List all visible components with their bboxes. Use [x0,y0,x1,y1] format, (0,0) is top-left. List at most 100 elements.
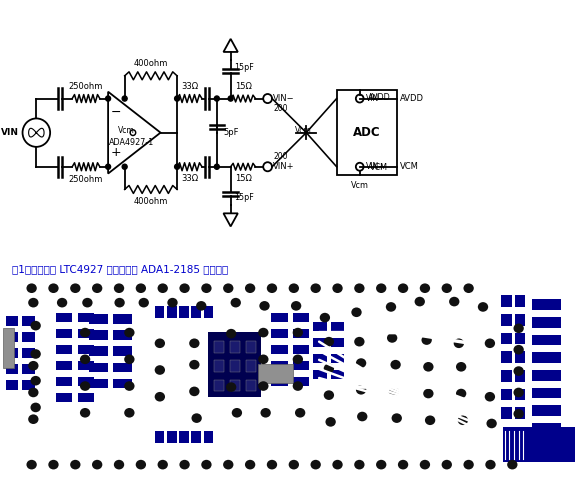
Circle shape [155,365,165,375]
Circle shape [223,283,233,293]
Text: Vcm: Vcm [295,127,312,135]
Bar [271,313,288,322]
Bar [89,362,108,372]
Circle shape [291,301,301,311]
Circle shape [376,460,386,469]
Bar [246,341,256,353]
Circle shape [351,307,362,317]
Circle shape [485,392,495,402]
Bar [167,306,177,317]
Text: VIN−: VIN− [366,94,386,103]
Circle shape [295,408,305,418]
Circle shape [310,283,321,293]
Circle shape [245,460,255,469]
Circle shape [389,387,399,396]
Circle shape [485,338,495,348]
Bar [331,338,344,347]
Circle shape [354,337,365,347]
Bar [331,370,344,379]
Circle shape [136,283,146,293]
Circle shape [293,355,303,364]
Circle shape [201,283,212,293]
Circle shape [356,385,366,395]
Circle shape [387,333,397,343]
Circle shape [310,460,321,469]
Bar [22,380,34,390]
Circle shape [80,355,90,364]
Circle shape [201,460,212,469]
Bar [179,432,189,443]
Circle shape [456,389,466,398]
Bar [515,389,525,401]
Circle shape [449,297,459,306]
Circle shape [155,338,165,348]
Circle shape [106,164,110,169]
Circle shape [226,382,236,392]
Bar [254,364,296,386]
Text: +: + [110,146,121,159]
Bar [3,328,14,369]
Text: Vcm: Vcm [118,127,135,135]
Text: ADC: ADC [353,126,381,139]
Circle shape [189,360,200,369]
Circle shape [357,412,367,421]
Bar [293,345,309,354]
Circle shape [245,283,255,293]
Circle shape [398,460,408,469]
Bar [515,295,525,307]
Bar [208,387,217,397]
Circle shape [223,460,233,469]
Bar [532,370,561,380]
Circle shape [214,96,219,101]
Text: VCM: VCM [400,162,419,171]
Circle shape [486,419,497,428]
Bar [233,370,242,380]
Circle shape [258,328,269,337]
Circle shape [26,283,37,293]
Bar [246,360,256,372]
Circle shape [122,96,127,101]
Circle shape [267,283,277,293]
Text: 15Ω: 15Ω [235,82,251,91]
Circle shape [70,460,80,469]
Circle shape [114,283,124,293]
Circle shape [189,338,200,348]
Text: VIN+: VIN+ [366,162,386,171]
Bar [532,388,561,398]
Circle shape [458,415,468,425]
Bar [167,432,177,443]
Text: 图1：显示驱动 LTC4927 一个通道的 ADA1-2185 的原理图: 图1：显示驱动 LTC4927 一个通道的 ADA1-2185 的原理图 [12,264,228,274]
Bar [501,370,512,382]
Bar [204,306,213,317]
Bar [271,361,288,370]
Circle shape [485,460,496,469]
Circle shape [324,391,334,400]
Circle shape [456,362,466,371]
Bar [501,295,512,307]
Circle shape [260,408,271,418]
Circle shape [423,389,434,398]
Bar [313,370,327,379]
Bar [113,330,132,340]
Bar [230,360,240,372]
Polygon shape [472,280,575,462]
Bar [78,377,94,386]
Bar [22,316,34,326]
Circle shape [454,338,464,348]
Text: 15pF: 15pF [235,194,254,203]
Bar [233,336,242,346]
Polygon shape [190,307,334,435]
Bar [501,314,512,326]
Bar [56,313,72,322]
Circle shape [513,324,524,333]
Text: 200: 200 [274,104,288,113]
Bar [113,315,132,324]
Bar [293,313,309,322]
Circle shape [124,355,135,364]
Polygon shape [0,296,43,456]
Bar [532,441,561,451]
Text: −: − [110,106,121,119]
Circle shape [26,460,37,469]
Circle shape [155,392,165,402]
Text: 250ohm: 250ohm [69,174,103,184]
